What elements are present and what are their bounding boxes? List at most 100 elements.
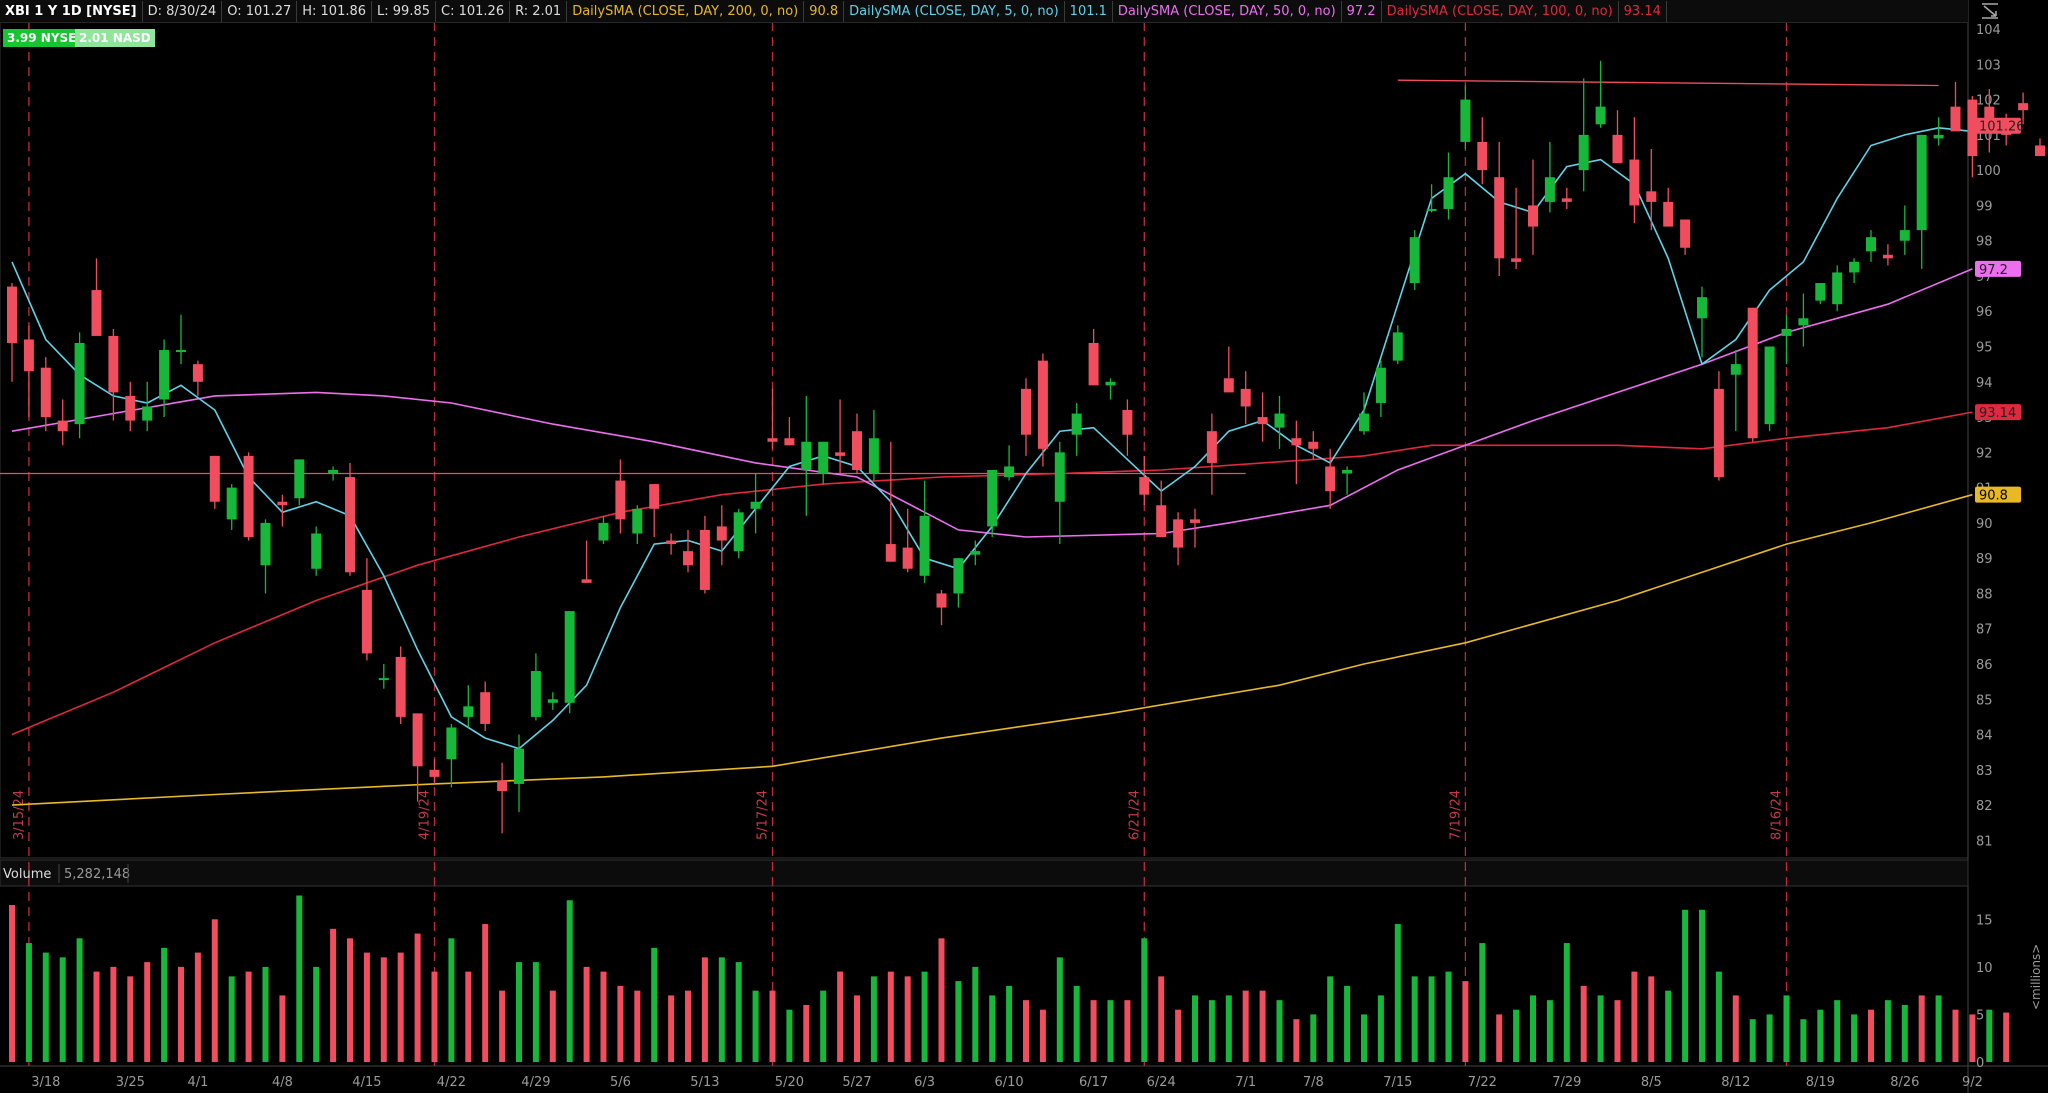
- candle-body: [1088, 342, 1099, 386]
- candle-body: [412, 713, 423, 767]
- volume-bar: [600, 971, 607, 1062]
- volume-bar: [110, 966, 117, 1062]
- price-axis-tick-label: 81: [1976, 834, 1993, 849]
- volume-bar: [1614, 1000, 1621, 1062]
- volume-bar: [228, 976, 235, 1062]
- symbol-label[interactable]: XBI 1 Y 1D [NYSE]: [0, 1, 143, 22]
- price-axis-tick-label: 92: [1976, 446, 1993, 461]
- candle-body: [1663, 201, 1674, 227]
- candle-body: [1122, 410, 1133, 435]
- volume-bar: [380, 957, 387, 1062]
- candle-body: [632, 508, 643, 534]
- candle-body: [1849, 261, 1860, 273]
- candle-body: [818, 441, 829, 474]
- study-sma5-label[interactable]: DailySMA (CLOSE, DAY, 5, 0, no): [844, 1, 1065, 22]
- sma-line: [11, 411, 1973, 736]
- volume-bar: [1242, 990, 1249, 1062]
- candle-body: [1595, 106, 1606, 125]
- volume-bar: [1935, 995, 1942, 1062]
- time-axis-tick-label: 7/22: [1468, 1075, 1497, 1090]
- candle-body: [1967, 99, 1978, 157]
- volume-bar: [1445, 971, 1452, 1062]
- volume-bar: [752, 990, 759, 1062]
- volume-bar: [634, 990, 641, 1062]
- volume-bar: [1715, 971, 1722, 1062]
- volume-bar: [1158, 976, 1165, 1062]
- candle-body: [277, 501, 288, 506]
- volume-bar: [9, 905, 15, 1062]
- volume-bar: [651, 947, 658, 1062]
- volume-label: Volume: [3, 867, 51, 882]
- volume-bar: [735, 962, 742, 1062]
- candle-body: [1866, 237, 1876, 252]
- candle-body: [159, 350, 170, 400]
- time-axis-tick-label: 6/3: [914, 1075, 935, 1090]
- volume-bar: [1006, 985, 1013, 1062]
- volume-bar: [59, 957, 66, 1062]
- study-sma100-label[interactable]: DailySMA (CLOSE, DAY, 100, 0, no): [1382, 1, 1619, 22]
- candle-body: [598, 522, 609, 541]
- period-marker-label: 7/19/24: [1448, 790, 1463, 840]
- candle-body: [91, 290, 102, 336]
- candle-body: [1578, 134, 1589, 171]
- candle-body: [1223, 378, 1234, 393]
- candle-body: [1443, 177, 1454, 209]
- time-axis-tick-label: 4/1: [187, 1075, 208, 1090]
- price-axis-tick-label: 103: [1976, 58, 2001, 73]
- study-sma5-value: 101.1: [1065, 1, 1113, 22]
- sma-line: [11, 493, 1973, 806]
- candle-body: [987, 469, 998, 527]
- candle-body: [1105, 381, 1116, 386]
- study-sma50-label[interactable]: DailySMA (CLOSE, DAY, 50, 0, no): [1113, 1, 1342, 22]
- time-axis-tick-label: 8/12: [1721, 1075, 1750, 1090]
- volume-bar: [904, 976, 911, 1062]
- time-axis-tick-label: 7/15: [1383, 1075, 1412, 1090]
- volume-bar: [1952, 1009, 1959, 1062]
- candle-body: [1494, 177, 1505, 259]
- volume-bar: [93, 971, 100, 1062]
- candle-body: [1308, 441, 1319, 449]
- volume-bar: [363, 952, 370, 1062]
- time-axis-tick-label: 5/13: [690, 1075, 719, 1090]
- candle-body: [750, 501, 761, 509]
- time-axis-tick-label: 8/19: [1806, 1075, 1835, 1090]
- volume-bar: [1783, 995, 1790, 1062]
- candle-body: [1257, 417, 1268, 425]
- price-axis-tick-label: 88: [1976, 587, 1993, 602]
- volume-bar: [431, 971, 438, 1062]
- candle-body: [1697, 297, 1707, 319]
- volume-bar: [144, 962, 151, 1062]
- time-axis-tick-label: 6/17: [1079, 1075, 1108, 1090]
- volume-bar: [25, 943, 32, 1062]
- low-label: L: 99.85: [372, 1, 437, 22]
- study-sma200-label[interactable]: DailySMA (CLOSE, DAY, 200, 0, no): [567, 1, 805, 22]
- volume-bar: [786, 1009, 793, 1062]
- nasd-badge: 2.01 NASD: [75, 29, 155, 47]
- volume-bar: [245, 971, 252, 1062]
- candle-body: [1325, 466, 1336, 492]
- volume-bar: [1884, 1000, 1891, 1062]
- candle-body: [564, 611, 575, 703]
- volume-value: 5,282,148: [64, 867, 130, 882]
- candle-body: [683, 551, 693, 566]
- volume-bar: [1377, 995, 1384, 1062]
- candle-body: [1882, 254, 1893, 259]
- candle-body: [209, 455, 220, 502]
- volume-bar: [803, 1004, 810, 1062]
- price-axis-tick-label: 99: [1976, 199, 1993, 214]
- volume-bar: [583, 966, 590, 1062]
- high-label: H: 101.86: [297, 1, 373, 22]
- candle-body: [1037, 360, 1048, 449]
- candle-body: [1240, 388, 1251, 407]
- study-sma50-value: 97.2: [1342, 1, 1382, 22]
- time-axis-tick-label: 8/26: [1890, 1075, 1919, 1090]
- price-axis-tick-label: 95: [1976, 341, 1993, 356]
- volume-axis-tick-label: 5: [1976, 1008, 1984, 1023]
- price-tag: [1975, 404, 2021, 421]
- volume-bar: [448, 938, 455, 1062]
- period-marker-label: 4/19/24: [418, 790, 433, 840]
- collapse-panel-button[interactable]: [1968, 0, 2048, 22]
- candle-body: [835, 452, 846, 456]
- volume-bar: [1597, 995, 1604, 1062]
- volume-bar: [820, 990, 827, 1062]
